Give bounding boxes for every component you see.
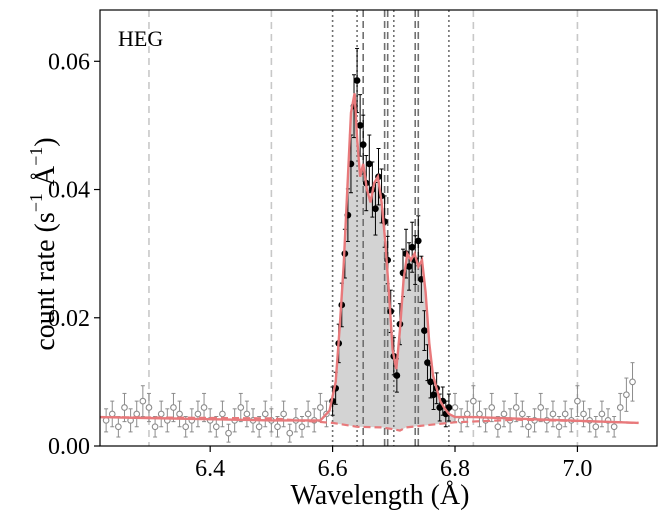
data-point-outside-band	[237, 392, 245, 423]
y-label-exponent-2: −1	[26, 147, 46, 166]
data-point-outside-band	[102, 408, 110, 433]
model-lines-layer	[99, 93, 639, 432]
data-point-in-band	[436, 393, 444, 422]
data-point-outside-band	[476, 400, 483, 428]
y-tick-label: 0.04	[48, 178, 90, 204]
data-point-outside-band	[194, 400, 202, 428]
data-point-outside-band	[604, 408, 612, 433]
x-tick-label: 6.6	[318, 456, 348, 482]
data-point-in-band	[421, 310, 428, 351]
data-point-outside-band	[623, 377, 630, 412]
data-point-outside-band	[139, 385, 147, 418]
data-point-outside-band	[304, 400, 312, 428]
y-axis-label: count rate (s−1 Å−1)	[26, 137, 61, 350]
data-point-outside-band	[500, 400, 508, 428]
x-tick-label: 6.4	[195, 456, 225, 482]
x-tick-label: 7.0	[562, 456, 592, 482]
data-point-outside-band	[261, 400, 269, 428]
reference-lines-layer	[148, 10, 579, 446]
data-point-outside-band	[298, 416, 306, 438]
data-point-outside-band	[317, 392, 324, 423]
data-point-outside-band	[549, 400, 557, 428]
x-axis-label: Wavelength (Å)	[291, 480, 470, 511]
data-point-in-band	[365, 134, 373, 194]
data-point-outside-band	[470, 385, 477, 418]
data-point-outside-band	[512, 392, 520, 423]
y-tick-label: 0.02	[48, 306, 90, 332]
data-point-outside-band	[115, 416, 122, 438]
y-label-exponent-1: −1	[26, 193, 46, 212]
data-point-in-band	[430, 379, 437, 410]
data-point-outside-band	[157, 400, 165, 428]
panel-label-heg: HEG	[118, 26, 163, 51]
x-tick-label: 6.8	[440, 456, 470, 482]
data-point-in-band	[347, 134, 355, 194]
data-point-outside-band	[286, 423, 294, 443]
data-point-outside-band	[225, 423, 232, 443]
data-point-outside-band	[243, 400, 251, 428]
data-point-outside-band	[280, 400, 287, 428]
data-point-in-band	[408, 221, 416, 273]
data-point-outside-band	[108, 400, 116, 428]
y-tick-label: 0.06	[48, 49, 90, 75]
total-model-line	[99, 93, 639, 425]
data-point-outside-band	[127, 408, 134, 433]
data-point-outside-band	[212, 416, 220, 438]
data-point-outside-band	[457, 408, 465, 433]
background-model-line	[99, 416, 639, 432]
data-point-outside-band	[133, 400, 141, 428]
data-point-outside-band	[598, 400, 606, 428]
y-tick-label: 0.00	[48, 434, 90, 460]
data-point-outside-band	[610, 416, 618, 438]
data-point-outside-band	[592, 416, 600, 438]
data-point-outside-band	[561, 400, 569, 428]
data-point-outside-band	[580, 400, 587, 428]
data-point-outside-band	[629, 362, 636, 402]
data-point-outside-band	[151, 416, 159, 438]
data-point-outside-band	[163, 408, 171, 433]
data-point-outside-band	[537, 392, 545, 423]
y-axis-ticks: 0.00 0.02 0.04 0.06	[48, 49, 100, 460]
y-label-prefix: count rate (s	[30, 212, 61, 350]
data-point-outside-band	[616, 392, 624, 423]
y-label-middle: Å	[30, 165, 61, 193]
y-label-suffix: )	[30, 137, 61, 146]
data-point-in-band	[424, 344, 431, 382]
data-point-outside-band	[170, 392, 177, 423]
data-point-in-band	[445, 393, 453, 422]
plot-frame	[99, 9, 658, 447]
x-axis-ticks: 6.4 6.6 6.8 7.0	[195, 446, 592, 482]
data-point-outside-band	[219, 400, 226, 428]
data-point-outside-band	[188, 408, 196, 433]
data-point-outside-band	[574, 385, 581, 418]
data-point-outside-band	[176, 400, 183, 428]
data-point-in-band	[427, 365, 434, 399]
data-point-outside-band	[518, 400, 526, 428]
